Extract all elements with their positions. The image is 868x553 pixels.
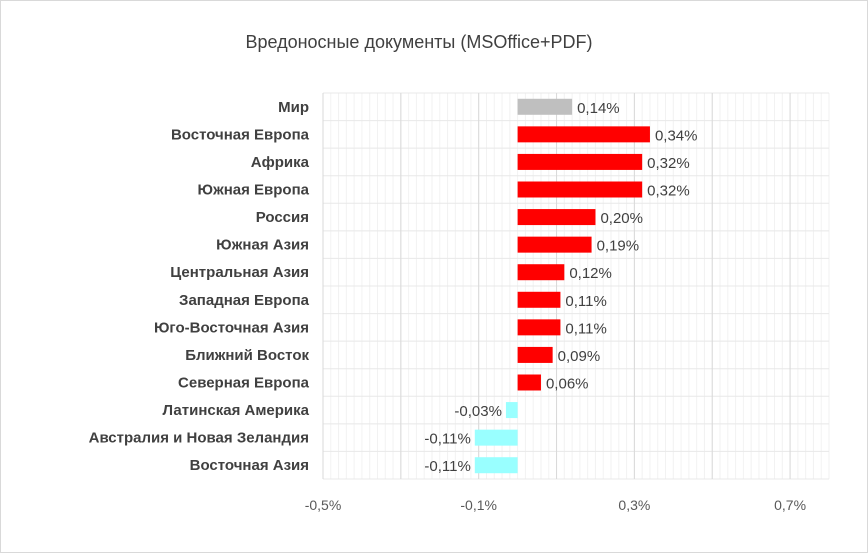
data-label: 0,32% <box>647 183 690 200</box>
category-label: Западная Европа <box>179 292 310 309</box>
chart-title: Вредоносные документы (MSOffice+PDF) <box>245 32 592 52</box>
data-label: -0,11% <box>424 431 470 448</box>
bar <box>517 374 541 391</box>
category-label: Южная Азия <box>216 237 309 254</box>
bar <box>517 209 596 226</box>
x-tick-label: -0,5% <box>305 497 342 513</box>
category-label: Латинская Америка <box>163 402 310 419</box>
data-label: -0,11% <box>424 458 470 475</box>
data-label: 0,20% <box>600 210 643 227</box>
data-label: 0,11% <box>565 293 606 310</box>
bar <box>517 181 643 198</box>
category-label: Северная Европа <box>178 375 310 392</box>
category-label: Центральная Азия <box>170 264 309 281</box>
category-label: Восточная Европа <box>171 126 310 143</box>
category-labels: Мир Восточная Европа Африка Южная Европа Рос… <box>89 99 310 474</box>
data-labels: 0,14%0,34%0,32%0,32%0,20%0,19%0,12%0,11%… <box>424 100 697 475</box>
category-label: Мир <box>278 99 309 116</box>
category-label: Африка <box>251 154 310 171</box>
category-label: Восточная Азия <box>190 457 309 474</box>
category-label: Ближний Восток <box>185 347 309 364</box>
bar <box>474 429 518 446</box>
data-label: 0,12% <box>569 265 612 282</box>
bar <box>505 402 518 419</box>
data-label: 0,09% <box>558 348 601 365</box>
data-label: -0,03% <box>454 403 502 420</box>
bar <box>517 98 573 115</box>
data-label: 0,34% <box>655 127 698 144</box>
bar <box>517 291 561 308</box>
data-label: 0,19% <box>597 238 640 255</box>
x-axis-ticks: -0,5% -0,1% 0,3% 0,7% <box>305 497 806 513</box>
x-tick-label: 0,3% <box>618 497 650 513</box>
category-label: Южная Европа <box>197 182 309 199</box>
bar <box>517 126 650 143</box>
x-tick-label: -0,1% <box>460 497 497 513</box>
x-tick-label: 0,7% <box>774 497 806 513</box>
bar <box>517 236 592 253</box>
category-label: Юго-Восточная Азия <box>154 319 309 336</box>
bar <box>517 153 643 170</box>
bar <box>517 319 561 336</box>
bar <box>517 264 565 281</box>
bars <box>474 98 650 474</box>
category-label: Россия <box>256 209 309 226</box>
gridlines <box>322 92 830 480</box>
data-label: 0,11% <box>565 320 606 337</box>
bar <box>474 457 518 474</box>
bar <box>517 346 553 363</box>
data-label: 0,14% <box>577 100 620 117</box>
category-label: Австралия и Новая Зеландия <box>89 430 309 447</box>
data-label: 0,06% <box>546 376 589 393</box>
data-label: 0,32% <box>647 155 690 172</box>
